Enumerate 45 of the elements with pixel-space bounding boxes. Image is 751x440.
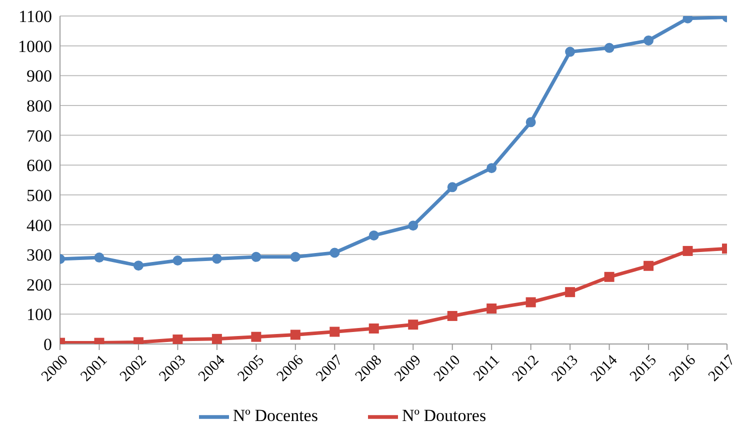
point bbox=[604, 272, 614, 282]
point bbox=[565, 46, 576, 57]
point bbox=[682, 246, 693, 256]
y-tick-label: 400 bbox=[26, 216, 52, 235]
point bbox=[212, 254, 222, 264]
y-tick-label: 500 bbox=[26, 186, 52, 205]
point bbox=[486, 163, 497, 174]
y-tick-label: 100 bbox=[26, 305, 52, 324]
point bbox=[330, 248, 340, 258]
point bbox=[644, 260, 654, 271]
y-tick-label: 300 bbox=[26, 246, 52, 265]
point bbox=[447, 310, 458, 321]
point bbox=[486, 304, 497, 314]
legend-label: Nº Doutores bbox=[402, 406, 486, 425]
y-tick-label: 1100 bbox=[18, 7, 52, 26]
y-tick-label: 0 bbox=[44, 335, 52, 354]
point bbox=[565, 287, 576, 298]
y-tick-label: 200 bbox=[26, 275, 52, 294]
point bbox=[290, 252, 300, 262]
point bbox=[251, 252, 262, 262]
point bbox=[526, 117, 536, 128]
point bbox=[133, 260, 144, 271]
y-tick-label: 700 bbox=[26, 126, 52, 146]
point bbox=[604, 42, 614, 53]
point bbox=[368, 230, 379, 240]
point bbox=[447, 182, 458, 192]
point bbox=[408, 320, 418, 330]
point bbox=[644, 35, 654, 46]
y-tick-label: 600 bbox=[26, 156, 52, 176]
y-tick-label: 800 bbox=[26, 96, 52, 116]
point bbox=[172, 256, 183, 266]
y-tick-label: 1000 bbox=[18, 36, 52, 56]
point bbox=[526, 297, 536, 308]
y-tick-label: 900 bbox=[26, 66, 52, 86]
legend-label: Nº Docentes bbox=[232, 406, 318, 425]
point bbox=[172, 334, 183, 344]
point bbox=[94, 252, 104, 263]
point bbox=[251, 332, 262, 342]
point bbox=[368, 323, 379, 334]
point bbox=[408, 220, 418, 231]
point bbox=[330, 326, 340, 337]
x-tick-label: 2011 bbox=[470, 352, 503, 384]
point bbox=[290, 330, 300, 340]
point bbox=[212, 334, 222, 344]
x-tick-label: 2001 bbox=[78, 352, 111, 385]
